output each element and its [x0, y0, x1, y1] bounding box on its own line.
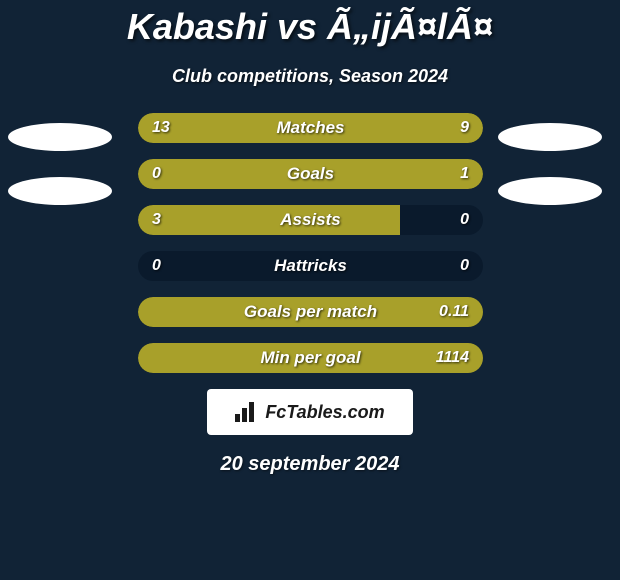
right-player-ellipse: [498, 177, 602, 205]
stat-row: Min per goal1114: [138, 343, 483, 373]
bar-fill-left: [138, 159, 200, 189]
date-text: 20 september 2024: [0, 453, 620, 476]
bar-track: Min per goal1114: [138, 343, 483, 373]
bar-track: Hattricks0 0: [138, 251, 483, 281]
subtitle-text: Club competitions, Season 2024: [172, 66, 448, 86]
bar-track: Goals01: [138, 159, 483, 189]
bar-fill-left: [138, 205, 400, 235]
left-player-ellipse: [8, 123, 112, 151]
bar-track: Assists30: [138, 205, 483, 235]
bar-value-right: 0: [460, 211, 469, 229]
stat-row: Goals per match0.11: [138, 297, 483, 327]
subtitle: Club competitions, Season 2024: [0, 66, 620, 87]
title-text: Kabashi vs Ã„ijÃ¤lÃ¤: [127, 6, 493, 47]
page-title: Kabashi vs Ã„ijÃ¤lÃ¤: [0, 0, 620, 48]
chart-icon: [235, 402, 259, 422]
bar-value-left: 0: [152, 165, 161, 183]
bar-fill-right: [200, 159, 483, 189]
right-player-ellipse: [498, 123, 602, 151]
bar-value-right: 0: [460, 257, 469, 275]
left-player-ellipse: [8, 177, 112, 205]
bar-fill-left: [138, 343, 483, 373]
stat-row: Hattricks0 0: [138, 251, 483, 281]
bar-value-right: 0.11: [439, 303, 469, 321]
bar-value-right: 9: [460, 119, 469, 137]
bar-value-right: 1: [460, 165, 469, 183]
bar-value-left: 13: [152, 119, 170, 137]
bar-label: Hattricks: [138, 256, 483, 276]
attribution-box: FcTables.com: [207, 389, 413, 435]
stat-row: Assists30: [138, 205, 483, 235]
stat-row: Goals01: [138, 159, 483, 189]
bar-value-left: 3: [152, 211, 161, 229]
bar-fill-left: [138, 297, 483, 327]
comparison-infographic: Kabashi vs Ã„ijÃ¤lÃ¤ Club competitions, …: [0, 0, 620, 580]
attribution-text: FcTables.com: [265, 402, 384, 423]
stat-rows: Matches139Goals01Assists30Hattricks00Goa…: [0, 113, 620, 373]
bar-value-right: 1114: [436, 349, 469, 367]
bar-value-left: 0: [152, 257, 161, 275]
bar-track: Matches139: [138, 113, 483, 143]
date-value: 20 september 2024: [220, 453, 399, 475]
stat-row: Matches139: [138, 113, 483, 143]
bar-track: Goals per match0.11: [138, 297, 483, 327]
